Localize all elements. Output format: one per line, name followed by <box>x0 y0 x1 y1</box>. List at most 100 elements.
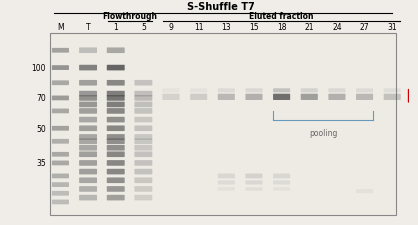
FancyBboxPatch shape <box>52 109 69 114</box>
FancyBboxPatch shape <box>79 160 97 166</box>
FancyBboxPatch shape <box>52 49 69 53</box>
FancyBboxPatch shape <box>107 126 125 131</box>
FancyBboxPatch shape <box>135 139 152 144</box>
Text: 31: 31 <box>387 23 397 32</box>
FancyBboxPatch shape <box>107 102 125 108</box>
FancyBboxPatch shape <box>107 65 125 71</box>
FancyBboxPatch shape <box>273 187 290 191</box>
FancyBboxPatch shape <box>273 181 290 185</box>
Text: 18: 18 <box>277 23 286 32</box>
FancyBboxPatch shape <box>79 169 97 175</box>
FancyBboxPatch shape <box>79 48 97 54</box>
FancyBboxPatch shape <box>135 91 152 97</box>
FancyBboxPatch shape <box>79 186 97 192</box>
Polygon shape <box>408 90 418 103</box>
FancyBboxPatch shape <box>52 139 69 144</box>
FancyBboxPatch shape <box>218 181 235 185</box>
FancyBboxPatch shape <box>135 145 152 151</box>
FancyBboxPatch shape <box>52 152 69 157</box>
Text: pooling: pooling <box>309 129 337 138</box>
FancyBboxPatch shape <box>190 94 207 101</box>
FancyBboxPatch shape <box>301 89 318 93</box>
Text: 9: 9 <box>168 23 173 32</box>
FancyBboxPatch shape <box>107 145 125 151</box>
FancyBboxPatch shape <box>384 94 401 101</box>
FancyBboxPatch shape <box>79 145 97 151</box>
FancyBboxPatch shape <box>52 81 69 86</box>
Text: 11: 11 <box>194 23 204 32</box>
FancyBboxPatch shape <box>79 109 97 114</box>
FancyBboxPatch shape <box>329 89 345 93</box>
Text: 24: 24 <box>332 23 342 32</box>
FancyBboxPatch shape <box>356 94 373 101</box>
Text: T: T <box>86 23 90 32</box>
FancyBboxPatch shape <box>273 174 290 178</box>
FancyBboxPatch shape <box>135 135 152 140</box>
FancyBboxPatch shape <box>135 169 152 175</box>
FancyBboxPatch shape <box>245 89 263 93</box>
Text: 70: 70 <box>36 94 46 103</box>
FancyBboxPatch shape <box>245 174 263 178</box>
FancyBboxPatch shape <box>79 135 97 140</box>
FancyBboxPatch shape <box>135 126 152 131</box>
FancyBboxPatch shape <box>107 160 125 166</box>
FancyBboxPatch shape <box>107 81 125 86</box>
Text: 100: 100 <box>32 64 46 73</box>
FancyBboxPatch shape <box>79 65 97 71</box>
FancyBboxPatch shape <box>52 66 69 71</box>
FancyBboxPatch shape <box>356 89 373 93</box>
FancyBboxPatch shape <box>107 135 125 140</box>
FancyBboxPatch shape <box>329 94 345 101</box>
FancyBboxPatch shape <box>79 195 97 200</box>
FancyBboxPatch shape <box>218 174 235 178</box>
FancyBboxPatch shape <box>135 152 152 157</box>
FancyBboxPatch shape <box>218 94 235 101</box>
FancyBboxPatch shape <box>384 89 401 93</box>
FancyBboxPatch shape <box>301 94 318 101</box>
FancyBboxPatch shape <box>52 96 69 101</box>
FancyBboxPatch shape <box>79 139 97 144</box>
FancyBboxPatch shape <box>107 109 125 114</box>
FancyBboxPatch shape <box>52 126 69 131</box>
FancyBboxPatch shape <box>107 186 125 192</box>
Text: 1: 1 <box>113 23 118 32</box>
FancyBboxPatch shape <box>135 81 152 86</box>
FancyBboxPatch shape <box>107 195 125 200</box>
FancyBboxPatch shape <box>135 96 152 101</box>
FancyBboxPatch shape <box>245 94 263 101</box>
FancyBboxPatch shape <box>273 89 290 93</box>
FancyBboxPatch shape <box>135 178 152 183</box>
FancyBboxPatch shape <box>190 89 207 93</box>
FancyBboxPatch shape <box>107 91 125 97</box>
FancyBboxPatch shape <box>79 117 97 123</box>
FancyBboxPatch shape <box>107 139 125 144</box>
Text: S-Shuffle T7: S-Shuffle T7 <box>187 2 255 12</box>
FancyBboxPatch shape <box>79 102 97 108</box>
FancyBboxPatch shape <box>218 187 235 191</box>
FancyBboxPatch shape <box>135 186 152 192</box>
FancyBboxPatch shape <box>50 34 396 215</box>
FancyBboxPatch shape <box>52 200 69 205</box>
FancyBboxPatch shape <box>107 48 125 54</box>
FancyBboxPatch shape <box>52 174 69 178</box>
FancyBboxPatch shape <box>107 152 125 157</box>
Text: 21: 21 <box>305 23 314 32</box>
Text: 13: 13 <box>222 23 231 32</box>
FancyBboxPatch shape <box>245 181 263 185</box>
FancyBboxPatch shape <box>79 178 97 183</box>
FancyBboxPatch shape <box>245 187 263 191</box>
FancyBboxPatch shape <box>79 81 97 86</box>
FancyBboxPatch shape <box>52 182 69 187</box>
FancyBboxPatch shape <box>163 94 180 101</box>
Text: 27: 27 <box>360 23 370 32</box>
Text: Flowthrough: Flowthrough <box>102 12 157 21</box>
FancyBboxPatch shape <box>79 152 97 157</box>
FancyBboxPatch shape <box>52 191 69 196</box>
FancyBboxPatch shape <box>135 109 152 114</box>
Text: 35: 35 <box>36 159 46 168</box>
FancyBboxPatch shape <box>107 117 125 123</box>
FancyBboxPatch shape <box>135 195 152 200</box>
FancyBboxPatch shape <box>107 96 125 101</box>
Text: M: M <box>57 23 64 32</box>
FancyBboxPatch shape <box>273 94 290 101</box>
